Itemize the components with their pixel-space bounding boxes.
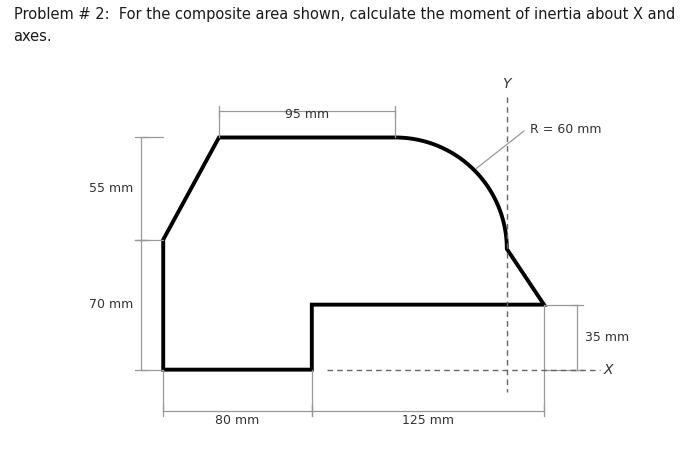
Text: 80 mm: 80 mm <box>216 414 260 427</box>
Text: Problem # 2:  For the composite area shown, calculate the moment of inertia abou: Problem # 2: For the composite area show… <box>14 7 680 22</box>
Text: axes.: axes. <box>14 29 52 44</box>
Text: X: X <box>603 363 613 376</box>
Text: Y: Y <box>503 77 511 91</box>
Text: 95 mm: 95 mm <box>285 108 329 121</box>
Text: 125 mm: 125 mm <box>402 414 454 427</box>
Text: 55 mm: 55 mm <box>89 182 133 195</box>
Text: R = 60 mm: R = 60 mm <box>530 123 601 136</box>
Text: 35 mm: 35 mm <box>585 331 629 344</box>
Text: 70 mm: 70 mm <box>89 298 133 311</box>
Polygon shape <box>163 138 544 370</box>
